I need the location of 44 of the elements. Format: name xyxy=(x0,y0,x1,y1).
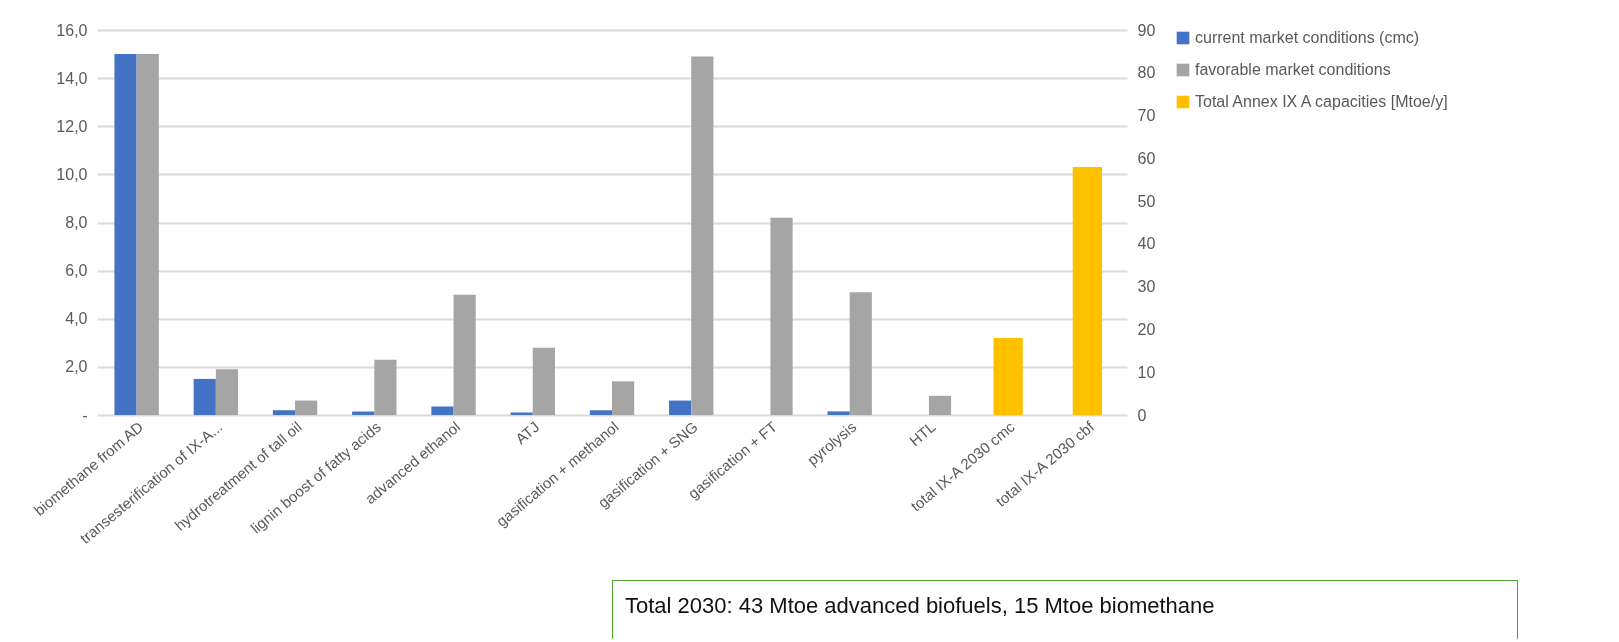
x-tick-label: ATJ xyxy=(511,417,543,448)
y-tick-label: 10,0 xyxy=(56,165,88,183)
y2-tick-label: 80 xyxy=(1137,64,1156,82)
y-tick-label: 8,0 xyxy=(65,214,88,231)
bar xyxy=(827,411,850,415)
bar xyxy=(532,347,555,415)
y2-tick-label: 0 xyxy=(1137,406,1147,424)
bar xyxy=(669,400,692,415)
bar xyxy=(453,294,476,415)
bar xyxy=(928,395,952,415)
y-tick-label: - xyxy=(82,406,88,424)
bar xyxy=(770,217,793,415)
legend-label: Total Annex IX A capacities [Mtoe/y] xyxy=(1195,93,1448,110)
y-tick-label: 12,0 xyxy=(56,117,88,135)
y2-tick-label: 10 xyxy=(1137,363,1156,381)
y-tick-label: 4,0 xyxy=(65,310,88,328)
y2-tick-label: 20 xyxy=(1137,320,1156,338)
y-tick-label: 6,0 xyxy=(65,262,88,280)
bar xyxy=(374,359,397,415)
legend-label: favorable market conditions xyxy=(1195,61,1391,78)
bar xyxy=(352,411,375,415)
bar xyxy=(612,381,635,415)
y2-tick-label: 50 xyxy=(1137,192,1156,210)
y2-tick-label: 40 xyxy=(1137,235,1156,253)
legend-label: current market conditions (cmc) xyxy=(1195,29,1420,46)
bar xyxy=(136,54,159,415)
bar xyxy=(193,378,216,415)
y2-tick-label: 30 xyxy=(1137,278,1156,296)
bar xyxy=(295,400,318,415)
bar xyxy=(589,410,612,415)
bar xyxy=(215,369,239,415)
y2-tick-label: 60 xyxy=(1137,149,1156,167)
bar xyxy=(114,54,137,415)
y-tick-label: 16,0 xyxy=(56,21,88,39)
bar xyxy=(431,406,454,415)
y-tick-label: 2,0 xyxy=(65,358,88,376)
text: Total 2030: 43 Mtoe advanced biofuels, 15 Mtoe biomethane xyxy=(612,580,1518,639)
bar xyxy=(849,292,872,415)
bar xyxy=(272,410,296,415)
bar xyxy=(691,56,714,415)
y-tick-label: 14,0 xyxy=(56,69,88,87)
y2-tick-label: 70 xyxy=(1137,107,1156,125)
y2-tick-label: 90 xyxy=(1137,21,1156,39)
x-tick-label: HTL xyxy=(905,417,939,450)
